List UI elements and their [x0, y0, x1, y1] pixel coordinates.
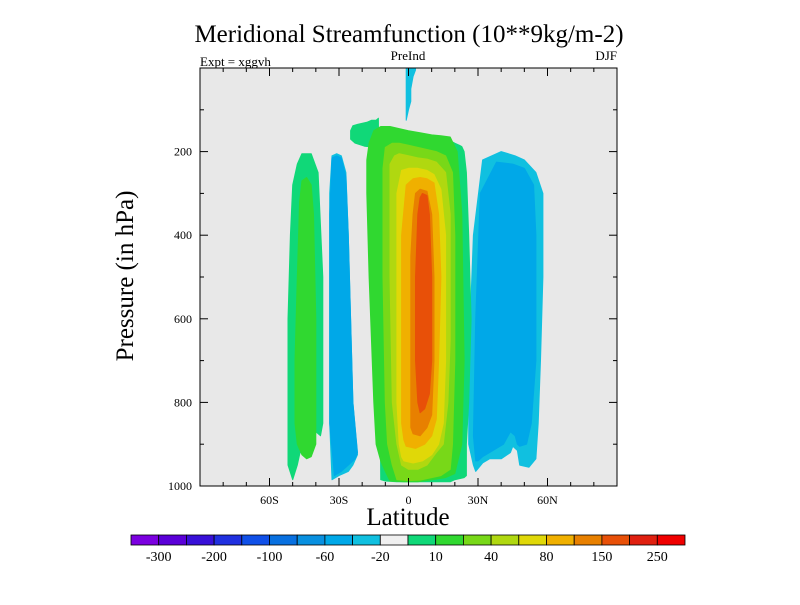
x-axis-title: Latitude: [366, 504, 449, 531]
colorbar-label: 150: [591, 550, 612, 565]
contour-fills: [287, 67, 544, 483]
contour-region-5: [472, 161, 537, 462]
colorbar-swatch: [601, 534, 631, 546]
colorbar-swatch: [269, 534, 298, 546]
colorbar-swatch: [213, 534, 243, 546]
center-subtitle: PreInd: [391, 48, 426, 63]
colorbar-swatch: [296, 534, 326, 546]
colorbar-label: -100: [257, 550, 283, 565]
colorbar-swatch: [629, 534, 658, 546]
colorbar-swatch: [573, 534, 603, 546]
right-subtitle: DJF: [595, 48, 617, 63]
colorbar-label: -200: [201, 550, 227, 565]
y-tick-label: 1000: [168, 479, 192, 493]
x-tick-label: 60N: [537, 493, 558, 507]
colorbar-swatch: [158, 534, 187, 546]
colorbar-swatch: [324, 534, 353, 546]
x-tick-label: 30N: [468, 493, 489, 507]
colorbar-swatch: [352, 534, 381, 546]
colorbar-swatch: [379, 534, 409, 546]
colorbar-swatch: [656, 534, 686, 546]
colorbar-label: -60: [316, 550, 335, 565]
y-tick-label: 400: [174, 228, 192, 242]
colorbar-swatch: [407, 534, 437, 546]
contour-region-3: [329, 155, 358, 477]
colorbar-label: 250: [647, 550, 668, 565]
colorbar-swatch: [518, 534, 547, 546]
colorbar-swatch: [490, 534, 520, 546]
colorbar-label: 40: [484, 550, 498, 565]
colorbar-swatch: [462, 534, 492, 546]
contour-region-13: [415, 192, 433, 414]
chart-title: Meridional Streamfunction (10**9kg/m-2): [194, 21, 623, 48]
x-tick-label: 60S: [260, 493, 279, 507]
colorbar-label: 80: [540, 550, 554, 565]
x-tick-label: 0: [406, 493, 412, 507]
colorbar-swatch: [241, 534, 270, 546]
colorbar-swatch: [546, 534, 575, 546]
colorbar-label: 10: [429, 550, 443, 565]
colorbar-swatch: [435, 534, 464, 546]
left-subtitle: Expt = xggvh: [200, 54, 271, 69]
colorbar-swatch: [130, 534, 160, 546]
y-tick-label: 800: [174, 395, 192, 409]
contour-region-14: [405, 67, 416, 121]
y-tick-label: 200: [174, 145, 192, 159]
colorbar-label: -300: [146, 550, 172, 565]
y-tick-label: 600: [174, 312, 192, 326]
axis-ticks: 60S 30S 0 30N 60N 200 400 600 800 1000: [168, 68, 617, 507]
colorbar-swatch: [185, 534, 215, 546]
colorbar: -300 -200 -100 -60 -20 10 40 80 150 250: [130, 534, 686, 565]
contour-region-1: [294, 177, 317, 460]
x-tick-label: 30S: [330, 493, 349, 507]
y-axis-title: Pressure (in hPa): [112, 191, 139, 362]
colorbar-label: -20: [371, 550, 390, 565]
